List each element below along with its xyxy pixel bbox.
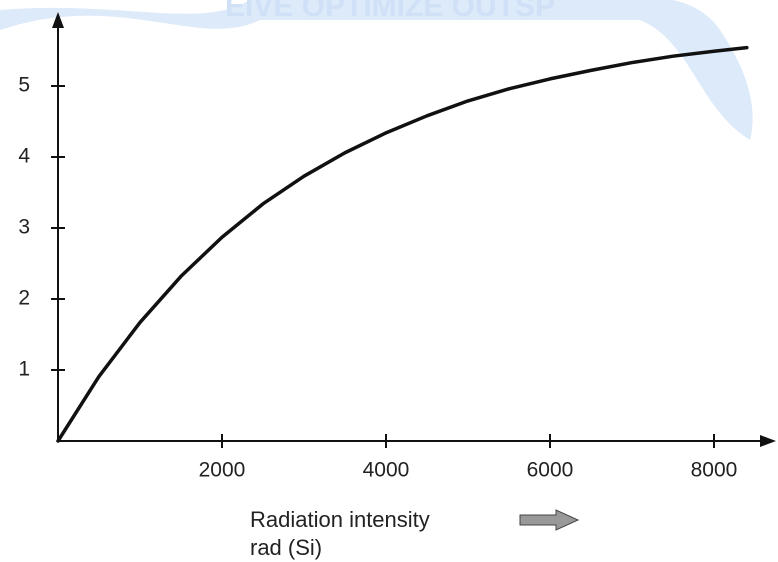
x-tick-label: 8000 [691, 459, 738, 482]
x-axis-arrow [760, 435, 776, 447]
x-tick-label: 4000 [363, 459, 410, 482]
curve [58, 48, 747, 441]
chart: EIVE OPTIMIZE OUTSP Radiation intensity … [0, 0, 778, 562]
y-tick-label: 1 [18, 358, 30, 381]
x-axis-label: rad (Si) [250, 535, 322, 560]
y-tick-label: 2 [18, 287, 30, 310]
x-axis-label: Radiation intensity [250, 507, 430, 532]
arrow-icon [520, 510, 578, 530]
page: EIVE OPTIMIZE OUTSP Radiation intensity … [0, 0, 778, 562]
x-tick-label: 2000 [199, 459, 246, 482]
x-tick-label: 6000 [527, 459, 574, 482]
watermark: EIVE OPTIMIZE OUTSP [225, 0, 555, 23]
y-tick-label: 5 [18, 74, 30, 97]
y-tick-label: 3 [18, 216, 30, 239]
y-tick-label: 4 [18, 145, 30, 168]
